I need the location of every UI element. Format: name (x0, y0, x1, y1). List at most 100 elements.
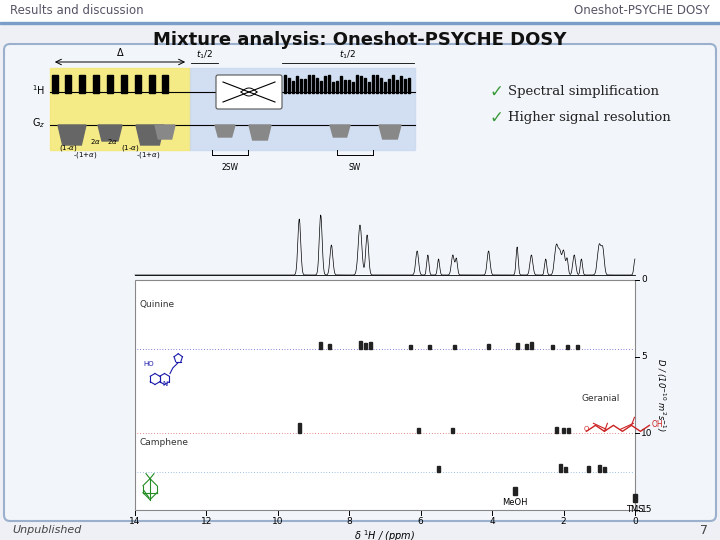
Bar (516, 343, 518, 349)
Bar (369, 342, 372, 349)
Bar (453, 345, 456, 349)
Bar (372, 75, 374, 93)
Text: 6: 6 (418, 517, 423, 526)
Bar (0, 22, 720, 24)
Text: 0: 0 (641, 275, 647, 285)
Bar (400, 76, 402, 93)
Text: $^1$H: $^1$H (32, 83, 45, 97)
Text: (1-$\alpha$): (1-$\alpha$) (121, 143, 139, 153)
Bar (344, 80, 346, 93)
Bar (52, 75, 58, 93)
Bar (408, 78, 410, 93)
Text: Higher signal resolution: Higher signal resolution (508, 111, 671, 125)
Bar (376, 75, 378, 93)
Bar (576, 345, 580, 349)
Bar (121, 75, 127, 93)
Text: -(1+$\alpha$): -(1+$\alpha$) (73, 150, 97, 160)
Bar (328, 75, 330, 93)
Text: SW: SW (349, 163, 361, 172)
Bar (587, 465, 590, 471)
Polygon shape (58, 125, 86, 145)
Bar (562, 428, 565, 433)
Text: 15: 15 (641, 505, 652, 515)
Bar (93, 75, 99, 93)
Bar (304, 79, 306, 93)
Text: (1-$\alpha$): (1-$\alpha$) (59, 143, 77, 153)
Text: O: O (583, 427, 589, 433)
Text: 5: 5 (641, 352, 647, 361)
Bar (348, 80, 350, 93)
Bar (50, 68, 190, 150)
Text: $t_1/2$: $t_1/2$ (197, 49, 214, 61)
Bar (288, 78, 290, 93)
Bar (292, 81, 294, 93)
Text: 4: 4 (490, 517, 495, 526)
Bar (296, 76, 298, 93)
FancyBboxPatch shape (4, 44, 716, 521)
Polygon shape (330, 125, 350, 137)
Bar (513, 487, 518, 495)
Text: OH: OH (652, 420, 663, 429)
Text: Oneshot-PSYCHE DOSY: Oneshot-PSYCHE DOSY (575, 4, 710, 17)
Text: ✓: ✓ (490, 83, 504, 101)
Bar (135, 75, 141, 93)
Bar (356, 75, 358, 93)
Text: 7: 7 (700, 523, 708, 537)
Bar (555, 427, 558, 433)
Bar (319, 342, 323, 349)
Text: 0: 0 (632, 517, 638, 526)
Text: $t_1/2$: $t_1/2$ (339, 49, 356, 61)
Bar (352, 82, 354, 93)
Text: Mixture analysis: Oneshot-PSYCHE DOSY: Mixture analysis: Oneshot-PSYCHE DOSY (153, 31, 567, 49)
Bar (332, 82, 334, 93)
Text: 2$\alpha$: 2$\alpha$ (107, 137, 117, 146)
Bar (107, 75, 113, 93)
Bar (65, 75, 71, 93)
Text: 14: 14 (130, 517, 140, 526)
Bar (564, 467, 567, 471)
Text: $\delta$ $^1$H / (ppm): $\delta$ $^1$H / (ppm) (354, 528, 415, 540)
Polygon shape (136, 125, 164, 145)
Text: TMS: TMS (626, 505, 644, 514)
Text: 12: 12 (201, 517, 212, 526)
Text: Camphene: Camphene (140, 437, 189, 447)
Bar (603, 467, 606, 471)
Text: Quinine: Quinine (140, 300, 175, 309)
Bar (360, 76, 362, 93)
Polygon shape (155, 125, 175, 139)
Bar (487, 344, 490, 349)
Text: G$_z$: G$_z$ (32, 116, 45, 130)
Bar (567, 428, 570, 433)
Bar (190, 68, 415, 150)
Bar (340, 76, 342, 93)
FancyBboxPatch shape (216, 75, 282, 109)
Bar (368, 82, 370, 93)
Bar (364, 78, 366, 93)
Bar (320, 81, 322, 93)
Text: 2SW: 2SW (222, 163, 238, 172)
Bar (598, 464, 600, 471)
Bar (451, 428, 454, 433)
Bar (300, 79, 302, 93)
Bar (0, 0, 720, 22)
Text: 10: 10 (272, 517, 284, 526)
Bar (530, 342, 533, 349)
Bar (298, 423, 301, 433)
Bar (388, 79, 390, 93)
Bar (324, 76, 326, 93)
Bar (418, 428, 420, 433)
Text: Results and discussion: Results and discussion (10, 4, 143, 17)
Bar (559, 464, 562, 471)
Polygon shape (98, 125, 122, 141)
Bar (408, 345, 412, 349)
Text: HO: HO (143, 361, 153, 367)
Bar (552, 345, 554, 349)
Bar (336, 81, 338, 93)
Bar (384, 82, 386, 93)
Bar (359, 341, 361, 349)
Bar (566, 345, 569, 349)
Bar (525, 344, 528, 349)
Text: Unpublished: Unpublished (12, 525, 81, 535)
Text: Spectral simplification: Spectral simplification (508, 85, 659, 98)
Text: Geranial: Geranial (582, 394, 620, 403)
